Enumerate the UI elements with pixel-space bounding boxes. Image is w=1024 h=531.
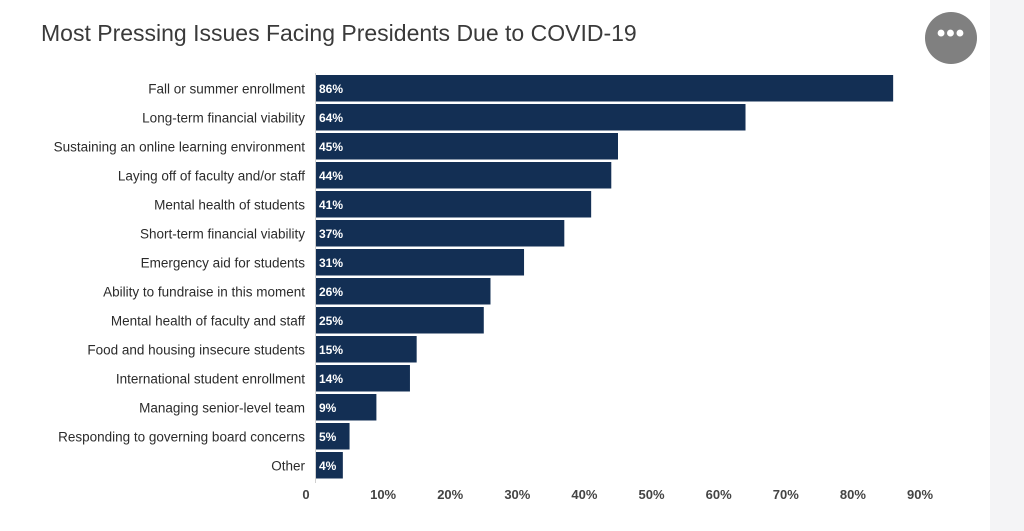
- x-tick-label: 10%: [370, 487, 396, 502]
- x-tick-label: 90%: [907, 487, 933, 502]
- category-label: Emergency aid for students: [141, 255, 306, 270]
- bar-chart: Fall or summer enrollment 86% Long-term fi…: [54, 73, 933, 502]
- x-tick-label: 60%: [706, 487, 732, 502]
- bar[interactable]: [316, 307, 484, 334]
- data-label: 25%: [319, 314, 343, 328]
- bar[interactable]: [316, 394, 377, 421]
- data-label: 86%: [319, 82, 343, 96]
- category-label: Responding to governing board concerns: [58, 429, 305, 444]
- x-tick-label: 80%: [840, 487, 866, 502]
- more-options-button[interactable]: •••: [925, 12, 977, 64]
- bar[interactable]: [316, 133, 618, 160]
- bar[interactable]: [316, 220, 565, 247]
- data-label: 9%: [319, 401, 337, 415]
- category-label: Mental health of faculty and staff: [111, 313, 305, 328]
- category-label: Other: [271, 458, 305, 473]
- x-tick-label: 50%: [639, 487, 665, 502]
- x-tick-label: 30%: [504, 487, 530, 502]
- category-label: Ability to fundraise in this moment: [103, 284, 305, 299]
- category-label: Long-term financial viability: [142, 110, 305, 125]
- category-label: Food and housing insecure students: [87, 342, 305, 357]
- data-label: 14%: [319, 372, 343, 386]
- data-label: 31%: [319, 256, 343, 270]
- x-tick-label: 20%: [437, 487, 463, 502]
- category-label: Fall or summer enrollment: [148, 81, 305, 96]
- data-label: 64%: [319, 111, 343, 125]
- x-tick-label: 70%: [773, 487, 799, 502]
- bar[interactable]: [316, 249, 525, 276]
- bar[interactable]: [316, 423, 350, 450]
- x-tick-label: 40%: [571, 487, 597, 502]
- more-horizontal-icon: •••: [936, 20, 966, 47]
- bar[interactable]: [316, 365, 410, 392]
- category-label: Mental health of students: [154, 197, 305, 212]
- bar[interactable]: [316, 104, 746, 131]
- category-label: International student enrollment: [116, 371, 305, 386]
- x-tick-label: 0: [302, 487, 309, 502]
- bar[interactable]: [316, 336, 417, 363]
- data-label: 4%: [319, 459, 337, 473]
- bar[interactable]: [316, 452, 343, 479]
- bar[interactable]: [316, 191, 592, 218]
- category-label: Managing senior-level team: [139, 400, 305, 415]
- chart-title: Most Pressing Issues Facing Presidents D…: [41, 20, 637, 46]
- chart-card: Most Pressing Issues Facing Presidents D…: [0, 0, 990, 531]
- data-label: 37%: [319, 227, 343, 241]
- data-label: 41%: [319, 198, 343, 212]
- category-label: Laying off of faculty and/or staff: [118, 168, 305, 183]
- data-label: 15%: [319, 343, 343, 357]
- bar[interactable]: [316, 75, 894, 102]
- category-label: Sustaining an online learning environmen…: [54, 139, 306, 154]
- data-label: 45%: [319, 140, 343, 154]
- data-label: 26%: [319, 285, 343, 299]
- data-label: 5%: [319, 430, 337, 444]
- data-label: 44%: [319, 169, 343, 183]
- category-label: Short-term financial viability: [140, 226, 305, 241]
- bar[interactable]: [316, 162, 612, 189]
- bar[interactable]: [316, 278, 491, 305]
